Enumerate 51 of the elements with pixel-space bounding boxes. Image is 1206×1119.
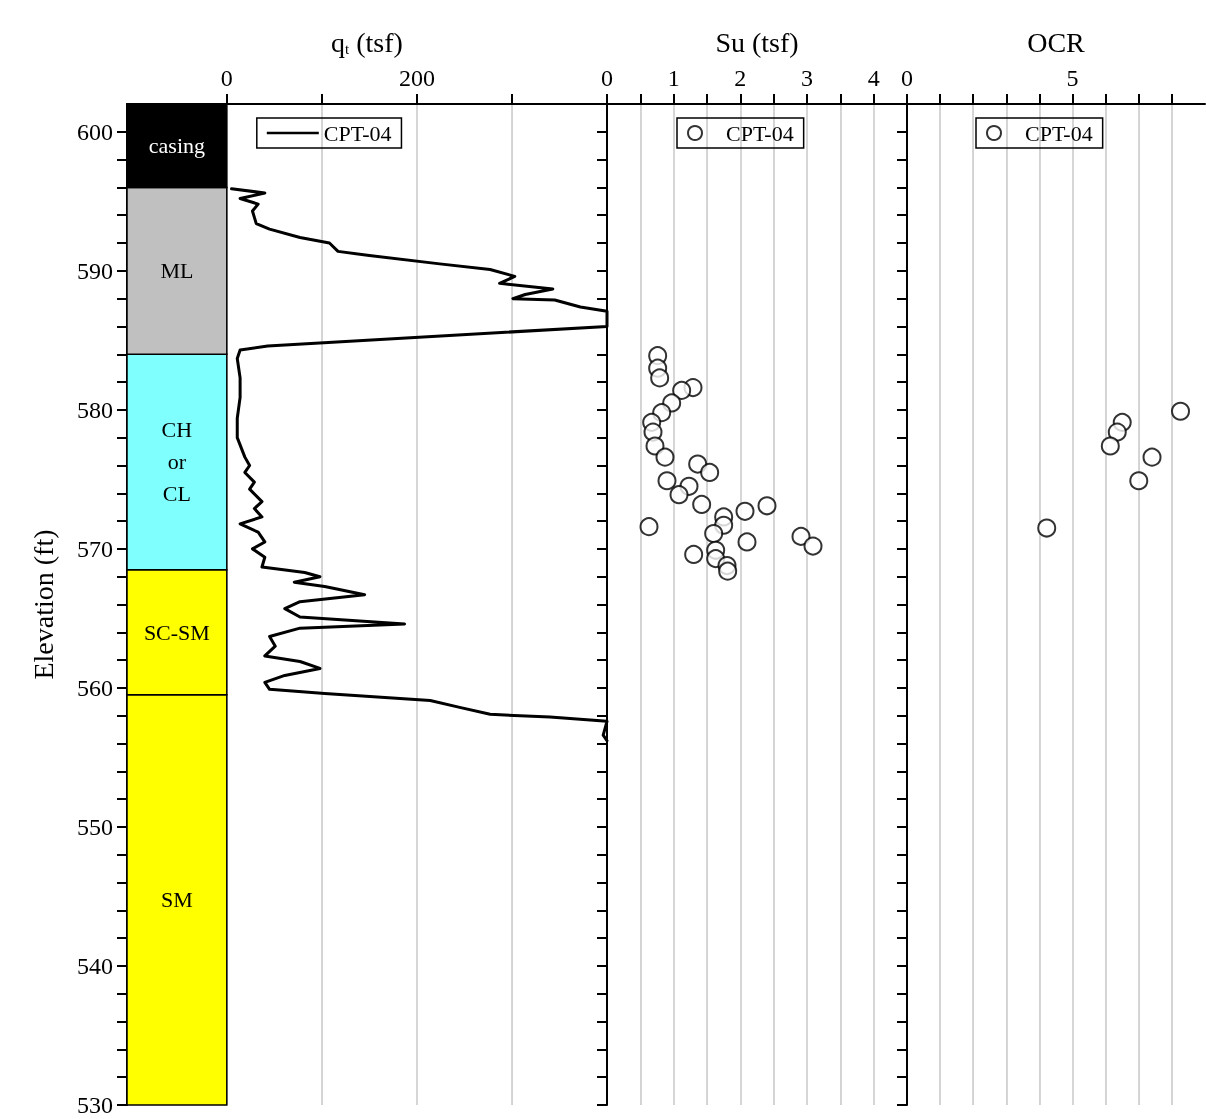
point bbox=[791, 526, 811, 546]
point bbox=[737, 532, 757, 552]
legend-label: CPT-04 bbox=[726, 120, 794, 146]
y-tick-label: 570 bbox=[77, 535, 113, 562]
point bbox=[1100, 436, 1120, 456]
x-tick-label: 2 bbox=[734, 65, 747, 91]
x-tick-label: 0 bbox=[601, 65, 613, 91]
x-tick-label: 200 bbox=[398, 65, 435, 91]
point bbox=[669, 485, 689, 505]
band-label: ML bbox=[160, 258, 194, 284]
x-axis-title: Su (tsf) bbox=[715, 26, 799, 58]
point bbox=[704, 524, 724, 544]
band-label: casing bbox=[148, 133, 205, 159]
y-axis-title: Elevation (ft) bbox=[27, 529, 59, 680]
legend-label: CPT-04 bbox=[1025, 120, 1093, 146]
x-tick-label: 3 bbox=[801, 65, 813, 91]
point bbox=[1107, 422, 1127, 442]
y-tick-label: 550 bbox=[77, 813, 113, 840]
y-tick-label: 560 bbox=[77, 674, 113, 701]
point bbox=[1037, 518, 1057, 538]
y-tick-label: 590 bbox=[77, 257, 113, 284]
point bbox=[718, 561, 738, 581]
band-label: SM bbox=[161, 887, 193, 913]
point bbox=[700, 462, 720, 482]
point bbox=[803, 536, 823, 556]
legend-label: CPT-04 bbox=[323, 120, 392, 146]
point bbox=[657, 471, 677, 491]
x-tick-label: 5 bbox=[1066, 65, 1079, 91]
point bbox=[735, 501, 755, 521]
x-tick-label: 0 bbox=[901, 65, 913, 91]
y-tick-label: 580 bbox=[77, 396, 113, 423]
point bbox=[1171, 401, 1190, 421]
x-tick-label: 0 bbox=[220, 65, 233, 91]
x-axis-title: qt (tsf) bbox=[331, 26, 403, 58]
point bbox=[672, 380, 692, 400]
point bbox=[655, 447, 675, 467]
point bbox=[757, 496, 777, 516]
x-tick-label: 4 bbox=[867, 65, 880, 91]
band-label: SC-SM bbox=[143, 619, 210, 645]
y-tick-label: 540 bbox=[77, 952, 113, 979]
point bbox=[1129, 471, 1149, 491]
point bbox=[639, 517, 659, 537]
y-tick-label: 600 bbox=[77, 118, 113, 145]
y-tick-label: 530 bbox=[77, 1092, 113, 1118]
band-label: CH or CL bbox=[161, 417, 193, 507]
point bbox=[650, 368, 670, 388]
point bbox=[1142, 447, 1162, 467]
x-tick-label: 1 bbox=[667, 65, 680, 91]
point bbox=[692, 494, 712, 514]
point bbox=[684, 544, 704, 564]
x-axis-title: OCR bbox=[1027, 26, 1086, 58]
